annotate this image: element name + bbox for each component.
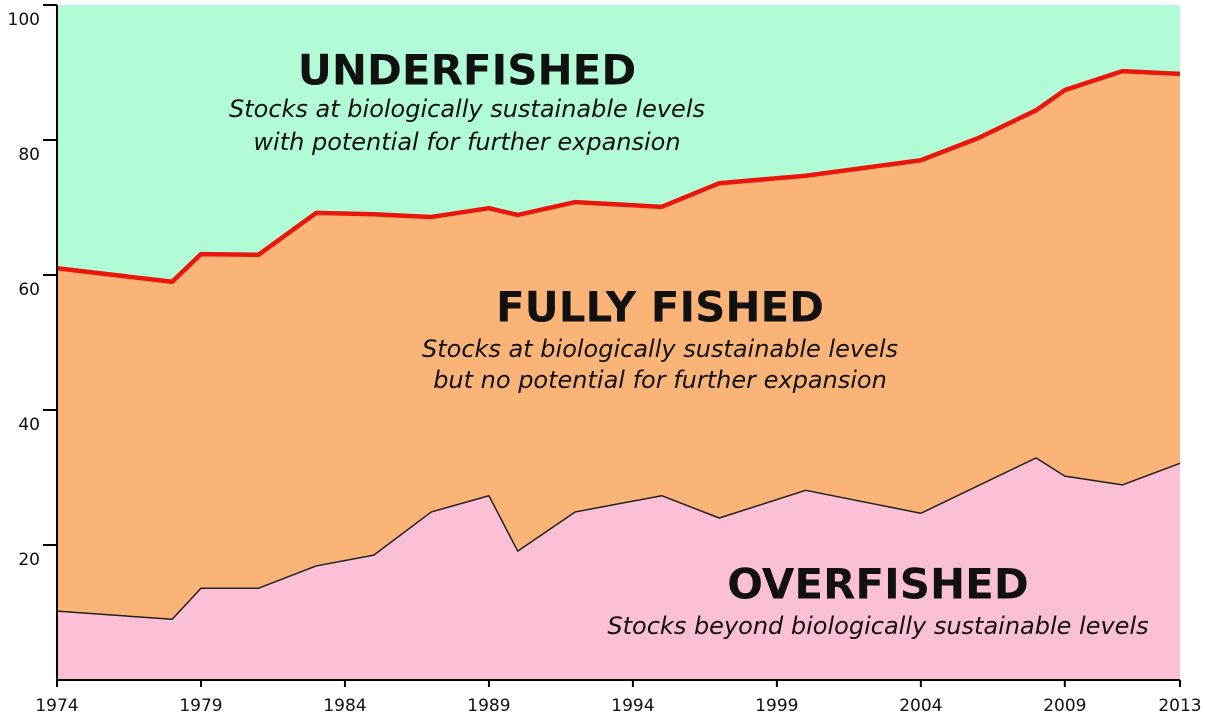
x-tick-label: 1989 <box>467 696 510 716</box>
area <box>57 71 1180 620</box>
annotation-text: Stocks at biologically sustainable level… <box>422 335 898 363</box>
y-tick-label: 80 <box>18 145 40 165</box>
y-tick-label: 60 <box>18 280 40 300</box>
annotation-text: with potential for further expansion <box>253 128 680 156</box>
annotation-text: Stocks beyond biologically sustainable l… <box>607 612 1148 640</box>
y-tick-label: 100 <box>8 10 40 30</box>
annotation-text: but no potential for further expansion <box>433 366 887 394</box>
x-tick-label: 2004 <box>899 696 942 716</box>
x-tick-label: 2013 <box>1158 696 1201 716</box>
annotation-title: FULLY FISHED <box>496 283 824 332</box>
annotation-title: OVERFISHED <box>727 560 1028 609</box>
x-tick-label: 1999 <box>755 696 798 716</box>
y-tick-label: 40 <box>18 415 40 435</box>
annotation-title: UNDERFISHED <box>298 46 636 95</box>
y-tick-label: 20 <box>18 550 40 570</box>
x-tick-label: 1984 <box>323 696 366 716</box>
area <box>57 457 1180 680</box>
boundary-line <box>56 457 1181 620</box>
boundary-line <box>56 68 1181 284</box>
x-tick-label: 1979 <box>179 696 222 716</box>
annotation-text: Stocks at biologically sustainable level… <box>229 95 705 123</box>
x-tick-label: 2009 <box>1043 696 1086 716</box>
x-tick-label: 1994 <box>611 696 654 716</box>
x-tick-label: 1974 <box>35 696 78 716</box>
